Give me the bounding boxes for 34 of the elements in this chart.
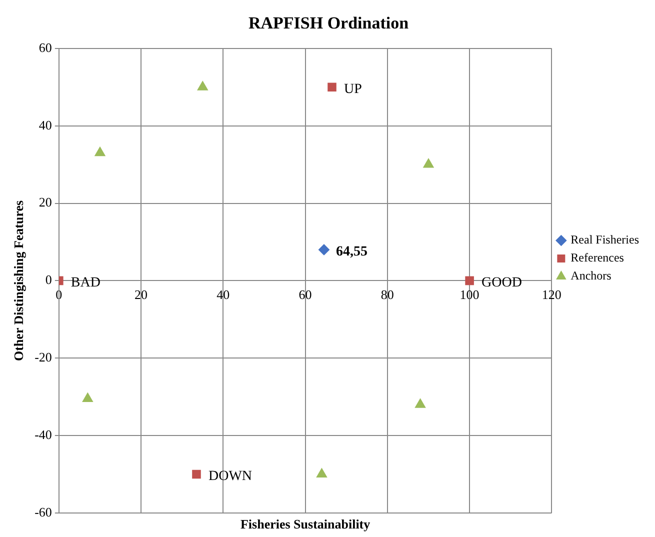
y-axis-title: Other Distingishing Features	[11, 200, 26, 361]
annotation: DOWN	[208, 468, 252, 484]
x-axis-title: Fisheries Sustainability	[240, 516, 371, 532]
annotation: 64,55	[336, 244, 368, 260]
y-tick-label: 40	[38, 117, 52, 132]
legend-label: References	[570, 250, 624, 265]
point	[316, 468, 327, 478]
point	[192, 470, 201, 479]
legend-label: Anchors	[570, 268, 612, 283]
annotation: BAD	[70, 275, 100, 290]
y-tick-label: -40	[34, 426, 52, 442]
y-tick-label: 60	[38, 40, 52, 55]
legend-label: Real Fisheries	[570, 232, 640, 247]
annotation: GOOD	[482, 275, 522, 290]
x-tick-label: 60	[298, 286, 312, 302]
point	[318, 244, 330, 256]
point	[82, 392, 93, 402]
point	[415, 398, 426, 408]
y-tick-label: 0	[45, 272, 52, 288]
x-tick-label: 20	[134, 286, 148, 302]
x-tick-label: 120	[542, 286, 562, 302]
x-tick-label: 40	[216, 286, 230, 302]
x-tick-label: 100	[460, 286, 480, 302]
point	[465, 276, 474, 286]
y-tick-label: -60	[34, 504, 52, 520]
point	[328, 82, 336, 92]
point	[94, 146, 106, 156]
y-tick-label: 20	[38, 194, 52, 210]
x-tick-label: 80	[380, 286, 394, 302]
annotation: UP	[344, 82, 362, 97]
chart-title: RAPFISH Ordination	[248, 14, 410, 33]
point	[423, 158, 434, 168]
y-tick-label: -20	[34, 350, 52, 365]
point	[197, 81, 208, 90]
